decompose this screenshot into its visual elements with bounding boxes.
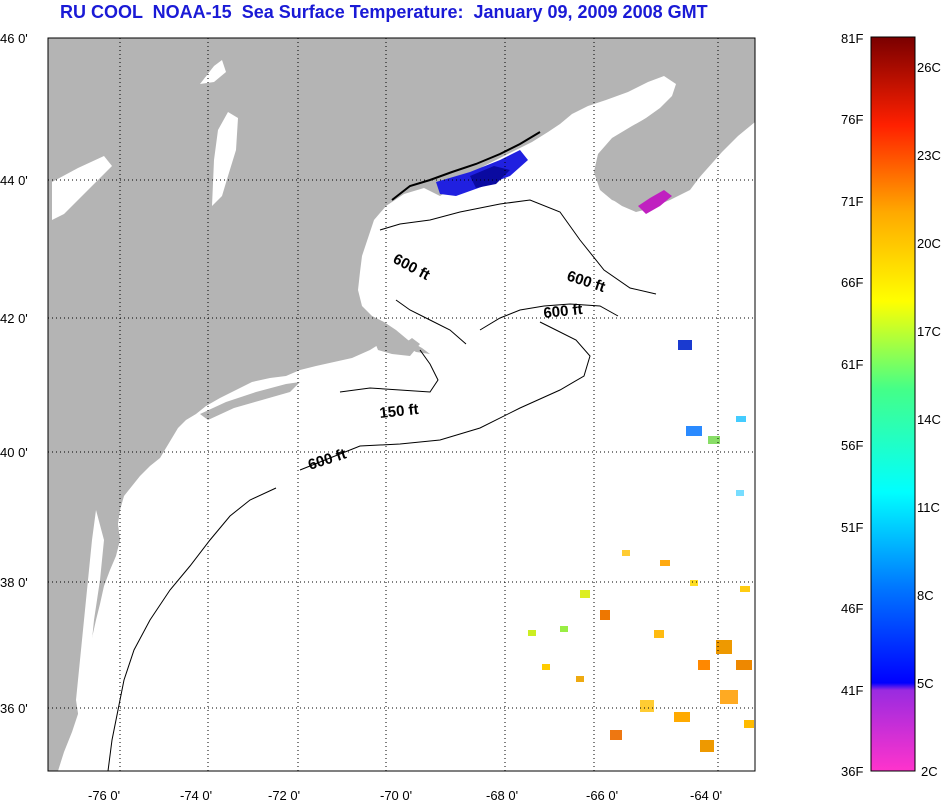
colorbar-c-label: 17C	[917, 324, 941, 339]
colorbar-f-label: 81F	[841, 31, 863, 46]
land-mainland	[48, 38, 755, 771]
colorbar-f-label: 71F	[841, 194, 863, 209]
lat-tick-label: 42 0'	[0, 311, 28, 326]
colorbar-c-label: 14C	[917, 412, 941, 427]
lon-tick-label: -74 0'	[180, 788, 212, 803]
map-title: RU COOL NOAA-15 Sea Surface Temperature:…	[60, 2, 708, 22]
colorbar-f-label: 36F	[841, 764, 863, 779]
inland-lake	[212, 112, 238, 206]
lon-tick-label: -66 0'	[586, 788, 618, 803]
contour-label: 600 ft	[543, 301, 584, 322]
land-nova-scotia	[594, 70, 755, 212]
colorbar-c-label: 20C	[917, 236, 941, 251]
map-frame	[47, 37, 756, 772]
colorbar-f-label: 76F	[841, 112, 863, 127]
contour-label: 150 ft	[379, 401, 420, 422]
colorbar-f-label: 51F	[841, 520, 863, 535]
lat-tick-label: 38 0'	[0, 575, 28, 590]
colorbar-celsius-labels: 26C 23C 20C 17C 14C 11C 8C 5C 2C	[917, 60, 941, 779]
colorbar-f-label: 66F	[841, 275, 863, 290]
chesapeake-bay	[76, 510, 104, 740]
lon-tick-label: -72 0'	[268, 788, 300, 803]
land-long-island	[200, 382, 300, 420]
colorbar-c-label: 26C	[917, 60, 941, 75]
lat-tick-label: 46 0'	[0, 31, 28, 46]
colorbar	[870, 36, 916, 772]
colorbar-c-label: 5C	[917, 676, 934, 691]
lon-tick-label: -70 0'	[380, 788, 412, 803]
lon-tick-label: -76 0'	[88, 788, 120, 803]
colorbar-f-label: 56F	[841, 438, 863, 453]
colorbar-f-label: 46F	[841, 601, 863, 616]
lon-tick-label: -64 0'	[690, 788, 722, 803]
maine-coastline	[391, 131, 541, 201]
colorbar-c-label: 11C	[917, 500, 940, 515]
colorbar-f-label: 41F	[841, 683, 863, 698]
bathymetry-contours	[107, 199, 657, 771]
lon-tick-label: -68 0'	[486, 788, 518, 803]
longitude-axis: -76 0' -74 0' -72 0' -70 0' -68 0' -66 0…	[88, 788, 722, 803]
sst-observations	[436, 150, 754, 752]
colorbar-c-label: 8C	[917, 588, 934, 603]
colorbar-f-label: 61F	[841, 357, 863, 372]
colorbar-c-label: 2C	[921, 764, 938, 779]
lat-tick-label: 44 0'	[0, 173, 28, 188]
inland-lake	[52, 156, 112, 220]
lat-tick-label: 36 0'	[0, 701, 28, 716]
lat-tick-label: 40 0'	[0, 445, 28, 460]
inland-lake	[200, 60, 226, 84]
latitude-axis: 46 0' 44 0' 42 0' 40 0' 38 0' 36 0'	[0, 31, 28, 716]
colorbar-fahrenheit-labels: 81F 76F 71F 66F 61F 56F 51F 46F 41F 36F	[841, 31, 863, 779]
colorbar-c-label: 23C	[917, 148, 941, 163]
